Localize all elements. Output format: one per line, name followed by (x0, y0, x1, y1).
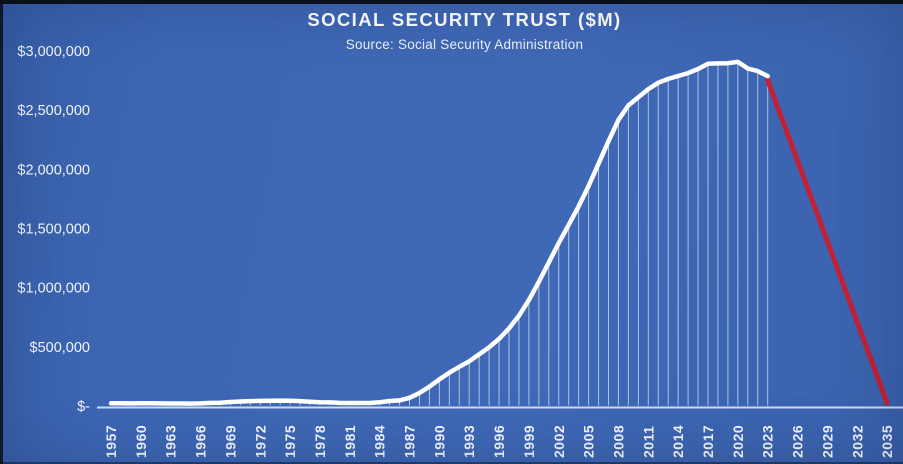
x-axis-tick-label: 1987 (402, 425, 418, 458)
x-axis-tick-label: 1981 (342, 425, 358, 458)
chart-header: SOCIAL SECURITY TRUST ($M) Source: Socia… (13, 9, 903, 52)
x-axis-tick-label: 1999 (521, 425, 537, 458)
x-axis-tick-label: 2011 (640, 426, 656, 458)
y-axis-tick-label: $- (77, 399, 90, 415)
x-axis-tick-label: 1984 (372, 425, 388, 458)
frame-left-edge (0, 0, 3, 464)
y-axis-tick-label: $2,500,000 (17, 103, 90, 119)
chart-title: SOCIAL SECURITY TRUST ($M) (307, 9, 622, 30)
chart-subtitle: Source: Social Security Administration (345, 37, 584, 52)
x-axis-tick-label: 2017 (700, 425, 716, 458)
x-axis-tick-label: 2008 (610, 425, 626, 458)
x-axis-tick-label: 1966 (193, 425, 209, 458)
x-axis-tick-label: 1957 (103, 425, 119, 458)
x-axis-tick-label: 1975 (282, 425, 298, 458)
x-axis-tick-label: 2002 (551, 425, 567, 458)
x-axis-tick-label: 1993 (461, 425, 477, 458)
x-axis-tick-label: 1960 (133, 425, 149, 458)
x-axis-tick-label: 2035 (879, 425, 895, 458)
x-axis-tick-label: 2029 (819, 425, 835, 458)
x-axis-tick-label: 1963 (163, 425, 179, 458)
x-axis-tick-label: 1978 (312, 425, 328, 458)
x-axis-tick-label: 2005 (581, 425, 597, 458)
x-axis-tick-label: 2026 (790, 425, 806, 458)
x-axis-tick-label: 2020 (730, 425, 746, 458)
x-axis-tick-label: 1996 (491, 425, 507, 458)
x-axis-tick-label: 1990 (431, 425, 447, 458)
y-axis-tick-label: $1,500,000 (17, 222, 90, 238)
frame-bottom-edge (0, 462, 903, 464)
x-axis-tick-label: 2014 (670, 425, 686, 458)
x-axis-tick-label: 1972 (252, 425, 268, 458)
projection-series-line (765, 77, 890, 406)
y-axis-tick-label: $500,000 (30, 340, 90, 356)
historical-series-line (108, 59, 770, 406)
x-axis-tick-label: 2032 (849, 425, 865, 458)
frame-top-edge (0, 0, 903, 4)
y-axis-tick-label: $3,000,000 (17, 44, 90, 60)
x-axis-tick-label: 2023 (760, 425, 776, 458)
y-axis-tick-label: $2,000,000 (17, 162, 90, 178)
y-axis-tick-label: $1,000,000 (17, 281, 90, 297)
x-axis-tick-label: 1969 (222, 425, 238, 458)
